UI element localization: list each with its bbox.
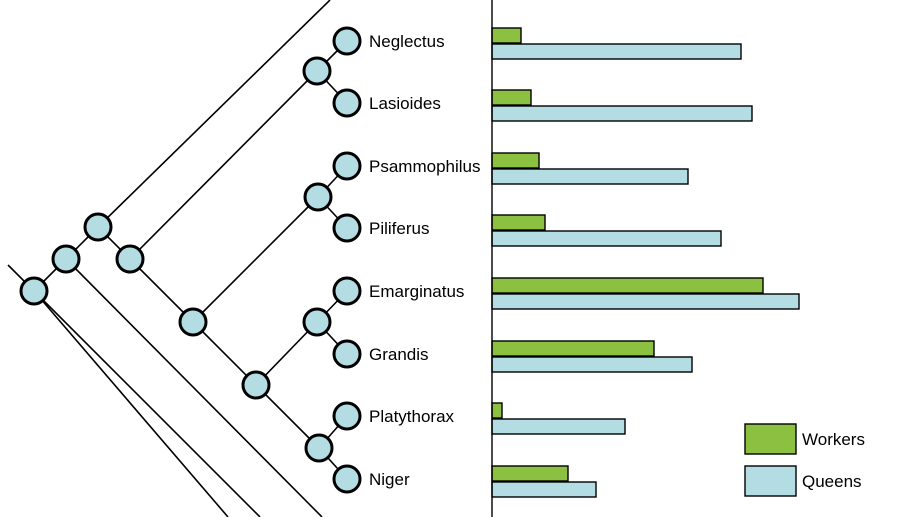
tree-node bbox=[83, 212, 113, 242]
tip-node-psammophilus bbox=[332, 151, 362, 181]
bar-workers-lasioides bbox=[491, 89, 532, 106]
species-label-neglectus: Neglectus bbox=[369, 32, 445, 51]
bar-workers-piliferus bbox=[491, 214, 546, 231]
bar-queens-neglectus bbox=[491, 43, 742, 60]
bar-queens-piliferus bbox=[491, 230, 722, 247]
tree-node bbox=[115, 244, 145, 274]
tree-nodes bbox=[19, 26, 362, 494]
tree-branch bbox=[255, 321, 318, 386]
species-label-platythorax: Platythorax bbox=[369, 407, 455, 426]
species-label-grandis: Grandis bbox=[369, 345, 429, 364]
bar-queens-emarginatus bbox=[491, 293, 800, 310]
tree-node bbox=[302, 307, 332, 337]
tree-branch bbox=[129, 258, 194, 323]
legend-swatch-queens bbox=[744, 465, 797, 497]
legend-label-queens: Queens bbox=[802, 472, 862, 491]
legend-swatch-workers bbox=[744, 423, 797, 455]
tip-node-niger bbox=[332, 464, 362, 494]
tree-branch bbox=[97, 0, 331, 228]
bar-workers-emarginatus bbox=[491, 277, 764, 294]
tree-node bbox=[303, 182, 333, 212]
bar-queens-grandis bbox=[491, 356, 693, 373]
tree-branch bbox=[192, 321, 257, 386]
tree-node bbox=[302, 56, 332, 86]
bar-workers-grandis bbox=[491, 340, 655, 357]
tree-branch bbox=[33, 290, 229, 517]
species-label-lasioides: Lasioides bbox=[369, 94, 441, 113]
tip-node-lasioides bbox=[332, 88, 362, 118]
bar-workers-niger bbox=[491, 465, 569, 482]
tree-node bbox=[304, 433, 334, 463]
species-label-psammophilus: Psammophilus bbox=[369, 157, 481, 176]
bar-queens-lasioides bbox=[491, 105, 753, 122]
bar-workers-neglectus bbox=[491, 27, 522, 44]
tree-node bbox=[19, 276, 49, 306]
bar-queens-platythorax bbox=[491, 418, 626, 435]
tree-node bbox=[178, 307, 208, 337]
tree-branch bbox=[255, 384, 320, 449]
species-label-piliferus: Piliferus bbox=[369, 219, 429, 238]
tip-node-platythorax bbox=[332, 401, 362, 431]
tree-node bbox=[51, 244, 81, 274]
species-label-niger: Niger bbox=[369, 470, 410, 489]
species-labels: Neglectus Lasioides Psammophilus Piliferus E… bbox=[369, 32, 481, 489]
legend: Workers Queens bbox=[744, 423, 865, 497]
bar-queens-niger bbox=[491, 481, 597, 498]
bar-queens-psammophilus bbox=[491, 168, 689, 185]
bar-workers-psammophilus bbox=[491, 152, 540, 169]
legend-label-workers: Workers bbox=[802, 430, 865, 449]
tip-node-emarginatus bbox=[332, 276, 362, 306]
bar-workers-platythorax bbox=[491, 402, 503, 419]
species-label-emarginatus: Emarginatus bbox=[369, 282, 464, 301]
tree-branch bbox=[7, 264, 261, 517]
tree-node bbox=[241, 370, 271, 400]
tip-node-neglectus bbox=[332, 26, 362, 56]
tip-node-piliferus bbox=[332, 213, 362, 243]
tree-branch bbox=[192, 196, 319, 323]
tree-branch bbox=[129, 70, 318, 260]
tip-node-grandis bbox=[332, 339, 362, 369]
tree-branch bbox=[65, 258, 323, 517]
